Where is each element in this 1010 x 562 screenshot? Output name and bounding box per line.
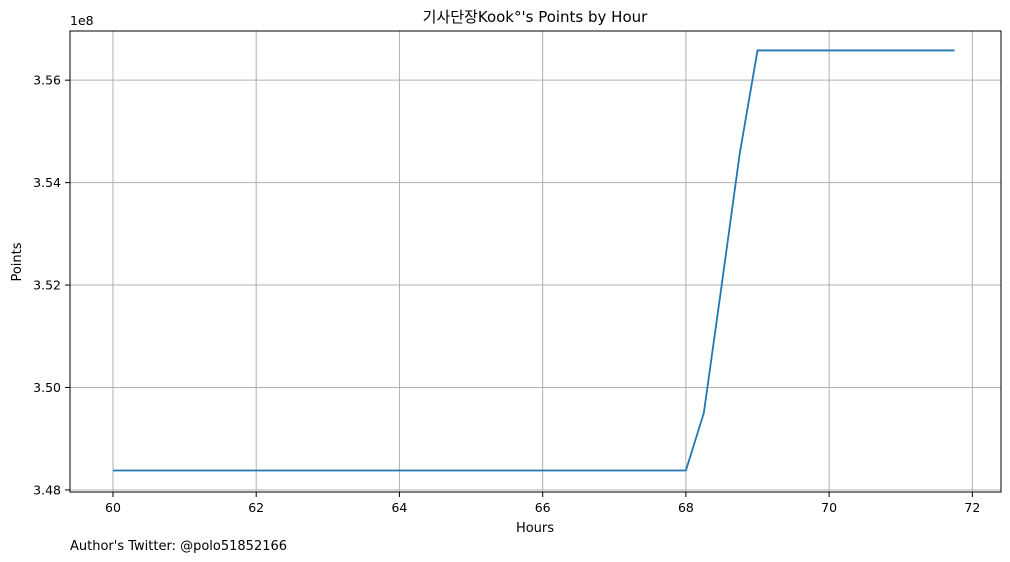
data-point [183, 469, 185, 471]
data-point [255, 469, 257, 471]
x-tick-label: 68 [678, 500, 694, 515]
data-point [559, 469, 561, 471]
data-point [219, 469, 221, 471]
y-axis-label: Points [10, 242, 25, 281]
data-point [631, 469, 633, 471]
data-point [309, 469, 311, 471]
y-tick-label: 3.52 [33, 278, 61, 293]
data-point [201, 469, 203, 471]
data-point [917, 49, 919, 51]
data-point [595, 469, 597, 471]
data-point [774, 49, 776, 51]
y-tick-label: 3.50 [33, 380, 61, 395]
data-point [165, 469, 167, 471]
y-tick-label: 3.48 [33, 482, 61, 497]
data-point [273, 469, 275, 471]
data-point [577, 469, 579, 471]
x-tick-label: 70 [821, 500, 837, 515]
data-point [112, 469, 114, 471]
data-point [882, 49, 884, 51]
data-point [667, 469, 669, 471]
series-line-points [112, 49, 955, 472]
data-point [541, 469, 543, 471]
y-offset-text: 1e8 [70, 13, 94, 28]
data-point [935, 49, 937, 51]
data-point [721, 284, 723, 286]
data-point [327, 469, 329, 471]
data-point [130, 469, 132, 471]
data-point [810, 49, 812, 51]
x-tick-label: 66 [535, 500, 551, 515]
x-tick-label: 64 [391, 500, 407, 515]
data-point [846, 49, 848, 51]
data-point [148, 469, 150, 471]
y-tick-label: 3.56 [33, 73, 61, 88]
grid [70, 31, 1001, 492]
author-credit: Author's Twitter: @polo51852166 [70, 539, 287, 554]
y-axis: 3.48 3.50 3.52 3.54 3.56 [33, 73, 70, 497]
data-point [398, 469, 400, 471]
data-point [613, 469, 615, 471]
data-point [524, 469, 526, 471]
data-point [237, 469, 239, 471]
data-point [506, 469, 508, 471]
data-point [738, 153, 740, 155]
data-point [792, 49, 794, 51]
data-point [362, 469, 364, 471]
x-tick-label: 62 [248, 500, 264, 515]
data-point [345, 469, 347, 471]
y-tick-label: 3.54 [33, 175, 61, 190]
chart-title: 기사단장Kook°'s Points by Hour [423, 8, 648, 26]
data-point [703, 412, 705, 414]
x-axis-label: Hours [516, 521, 554, 536]
data-point [685, 469, 687, 471]
x-tick-label: 60 [105, 500, 121, 515]
series-layer [112, 49, 955, 472]
data-point [470, 469, 472, 471]
data-point [291, 469, 293, 471]
x-tick-label: 72 [964, 500, 980, 515]
data-point [416, 469, 418, 471]
data-point [649, 469, 651, 471]
data-point [380, 469, 382, 471]
data-point [488, 469, 490, 471]
data-point [828, 49, 830, 51]
data-point [434, 469, 436, 471]
data-point [864, 49, 866, 51]
plot-frame [69, 30, 1002, 493]
data-point [900, 49, 902, 51]
x-axis: 60 62 64 66 68 70 72 [105, 492, 980, 515]
data-point [756, 49, 758, 51]
data-point [452, 469, 454, 471]
data-point [953, 49, 955, 51]
